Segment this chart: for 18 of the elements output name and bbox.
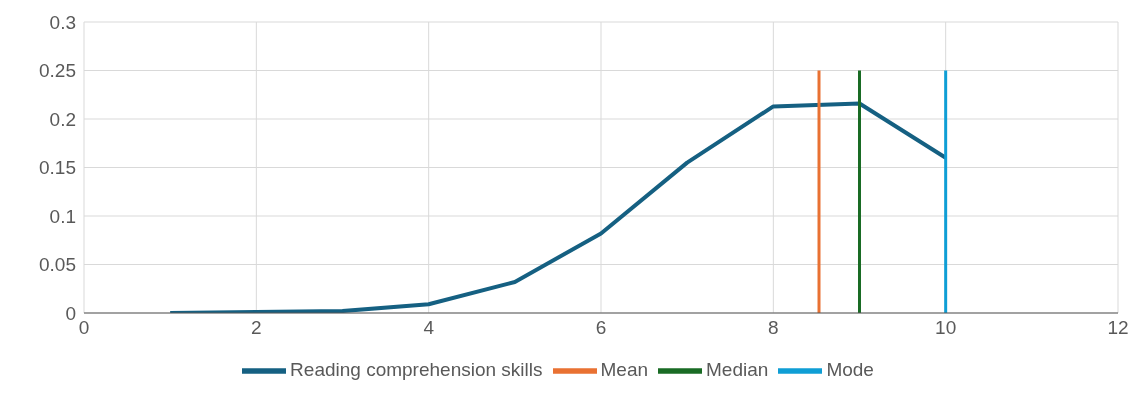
x-tick-label: 12 xyxy=(1107,317,1129,339)
y-tick-label: 0.05 xyxy=(39,254,76,276)
y-tick-label: 0 xyxy=(65,302,76,324)
y-tick-label: 0.2 xyxy=(49,108,76,130)
legend-label: Mean xyxy=(600,359,649,381)
x-tick-label: 0 xyxy=(78,317,90,339)
x-tick-label: 8 xyxy=(768,317,779,339)
x-tick-label: 2 xyxy=(251,317,262,339)
y-tick-label: 0.3 xyxy=(49,11,76,33)
y-tick-label: 0.1 xyxy=(49,205,76,227)
legend-label: Reading comprehension skills xyxy=(290,359,543,381)
legend-label: Median xyxy=(706,359,769,381)
y-tick-label: 0.25 xyxy=(39,60,76,82)
x-tick-label: 4 xyxy=(423,317,435,339)
y-tick-label: 0.15 xyxy=(39,157,76,179)
legend-label: Mode xyxy=(826,359,874,381)
x-tick-label: 6 xyxy=(595,317,607,339)
x-tick-label: 10 xyxy=(935,317,957,339)
